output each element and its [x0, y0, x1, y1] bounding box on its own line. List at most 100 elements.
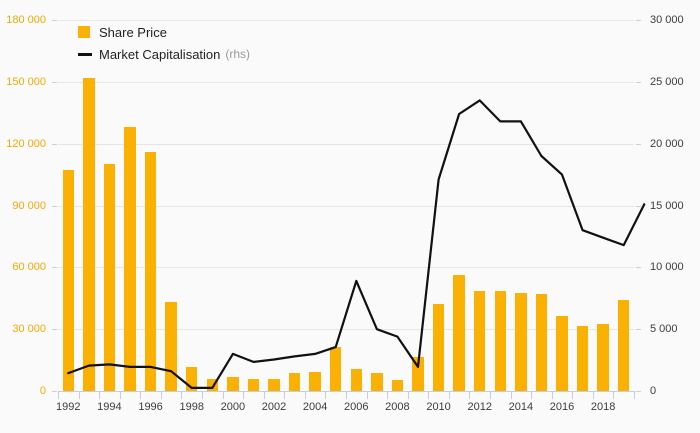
x-axis-tick-mark [448, 391, 450, 399]
y-axis-right-tick-mark [636, 20, 641, 21]
bar-1996[interactable] [144, 151, 157, 391]
x-axis-tick-mark [531, 391, 533, 399]
x-axis-tick-mark [407, 391, 409, 399]
y-axis-left-tick-label: 30 000 [12, 323, 46, 336]
line-swatch-icon [78, 52, 92, 56]
y-axis-right-tick-label: 5 000 [650, 323, 678, 336]
bar-2008[interactable] [391, 379, 404, 391]
y-axis-left-tick-label: 60 000 [12, 261, 46, 274]
square-swatch-icon [78, 26, 90, 38]
bar-2004[interactable] [309, 372, 321, 391]
bar-2014[interactable] [515, 293, 527, 391]
y-axis-left-tick-label: 0 [39, 385, 46, 397]
x-axis-tick-mark [346, 391, 347, 399]
bar-2000[interactable] [227, 376, 239, 391]
bar-2017[interactable] [576, 326, 589, 391]
x-axis-tick-mark [572, 391, 574, 399]
y-axis-right-tick-mark [636, 391, 641, 392]
y-axis-right-tick-mark [636, 143, 641, 145]
y-axis-left-tick-mark [52, 81, 57, 83]
y-axis-right-tick-label: 10 000 [650, 261, 684, 274]
x-axis-tick-mark [119, 391, 121, 399]
y-axis-left-tick-label: 90 000 [12, 199, 46, 212]
x-axis-tick-label-1996: 1996 [138, 401, 163, 413]
bar-2019[interactable] [618, 300, 630, 391]
x-axis-tick-mark [469, 391, 471, 399]
x-axis-tick-mark [58, 391, 59, 399]
x-axis-tick-mark [325, 391, 327, 399]
x-axis-tick-label-2000: 2000 [220, 401, 246, 413]
bar-1993[interactable] [83, 77, 95, 391]
y-axis-left-tick-label: 120 000 [6, 137, 46, 150]
x-axis-tick-mark [634, 391, 635, 399]
x-axis-tick-mark [181, 391, 183, 399]
legend-item-label: Market Capitalisation [99, 46, 221, 62]
x-axis-tick-label-2018: 2018 [590, 401, 616, 413]
chart-legend: Share Price Market Capitalisation (rhs) [78, 22, 250, 66]
gridline [58, 143, 634, 145]
x-axis-tick-mark [510, 391, 512, 399]
market-capitalisation-line [67, 99, 646, 389]
y-axis-left-tick-mark [52, 329, 57, 331]
legend-item-market-capitalisation[interactable]: Market Capitalisation (rhs) [78, 44, 250, 64]
bar-2001[interactable] [247, 378, 260, 391]
bar-2007[interactable] [371, 373, 383, 391]
y-axis-left-tick-mark [52, 205, 57, 207]
x-axis-tick-mark [160, 391, 162, 399]
x-axis-tick-label-2012: 2012 [467, 401, 492, 413]
bar-2003[interactable] [288, 373, 301, 391]
bar-1999[interactable] [206, 378, 218, 391]
bar-2009[interactable] [412, 357, 424, 391]
x-axis-tick-label-2006: 2006 [344, 401, 369, 413]
gridline [58, 329, 634, 331]
bar-2012[interactable] [474, 291, 486, 391]
y-axis-left-tick-mark [52, 143, 57, 145]
x-axis-tick-mark [613, 391, 615, 399]
legend-item-axis-note: (rhs) [225, 47, 251, 61]
y-axis-right-tick-mark [636, 329, 641, 331]
legend-item-share-price[interactable]: Share Price [78, 22, 250, 42]
x-axis-tick-label-1998: 1998 [179, 401, 204, 413]
y-axis-right-tick-label: 15 000 [650, 199, 684, 212]
bar-2010[interactable] [432, 304, 445, 391]
bar-1994[interactable] [103, 164, 116, 391]
x-axis-tick-label-2010: 2010 [426, 401, 451, 413]
gridline [58, 20, 634, 21]
bar-1998[interactable] [186, 367, 198, 391]
legend-item-label: Share Price [99, 24, 167, 40]
x-axis-tick-mark [99, 391, 101, 399]
bar-1992[interactable] [62, 170, 74, 391]
x-axis-tick-mark [222, 391, 224, 399]
bar-1997[interactable] [165, 302, 177, 391]
gridline [58, 267, 634, 269]
y-axis-right-tick-mark [636, 267, 641, 269]
bar-2013[interactable] [494, 291, 506, 391]
x-axis-tick-label-2014: 2014 [508, 401, 534, 413]
x-axis-tick-label-2016: 2016 [549, 401, 575, 413]
plot-area [58, 20, 646, 392]
x-axis-tick-mark [202, 391, 203, 399]
x-axis-tick-mark [263, 391, 265, 399]
bar-2015[interactable] [535, 294, 548, 391]
x-axis-tick-label-1992: 1992 [56, 401, 81, 413]
gridline [58, 81, 634, 83]
y-axis-right-tick-mark [636, 205, 641, 207]
bar-1995[interactable] [124, 127, 136, 391]
y-axis-right-tick-mark [636, 81, 641, 83]
y-axis-right-tick-label: 0 [650, 385, 657, 397]
x-axis-tick-mark [78, 391, 80, 399]
x-axis-tick-label-2008: 2008 [385, 401, 410, 413]
bar-2016[interactable] [556, 315, 568, 391]
bar-2005[interactable] [330, 346, 342, 391]
bar-2018[interactable] [597, 324, 609, 391]
bar-2006[interactable] [350, 369, 362, 391]
x-axis-tick-mark [140, 391, 142, 399]
bar-2011[interactable] [453, 274, 465, 391]
x-axis-tick-mark [284, 391, 286, 399]
x-axis-tick-mark [551, 391, 553, 399]
y-axis-left-tick-label: 180 000 [6, 14, 46, 26]
bar-2002[interactable] [268, 378, 280, 391]
y-axis-right-tick-label: 30 000 [650, 14, 684, 26]
x-axis-tick-mark [304, 391, 306, 399]
